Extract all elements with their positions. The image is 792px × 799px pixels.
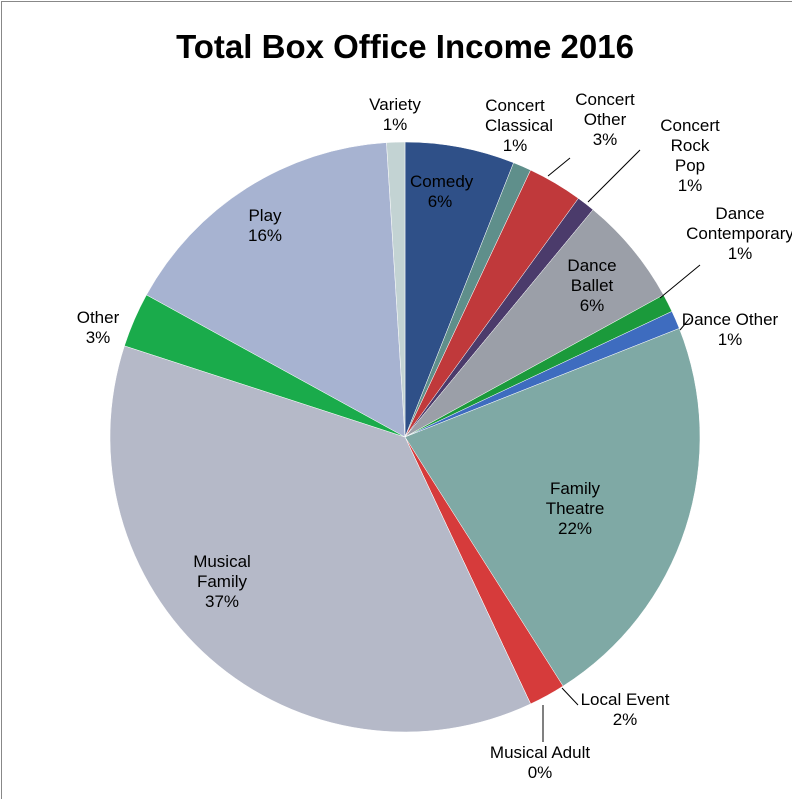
slice-label: Local Event 2% xyxy=(581,690,670,730)
slice-label: Other 3% xyxy=(77,308,120,348)
slice-label: Musical Family 37% xyxy=(192,552,252,612)
slice-label: Dance Other 1% xyxy=(682,310,778,350)
category-label: Musical Family xyxy=(193,552,251,591)
value-label: 1% xyxy=(382,115,408,134)
value-label: 6% xyxy=(427,192,453,211)
value-label: 2% xyxy=(612,710,638,729)
leader-line xyxy=(679,317,691,331)
slice-label: Concert Classical 1% xyxy=(485,96,554,156)
slice-label: Dance Ballet 6% xyxy=(562,256,622,316)
category-label: Dance Ballet xyxy=(567,256,617,295)
leader-line xyxy=(587,149,641,203)
value-label: 1% xyxy=(677,176,703,195)
category-label: Play xyxy=(248,206,282,225)
slice-label: Variety 1% xyxy=(369,95,421,135)
category-label: Concert Rock Pop xyxy=(660,116,720,175)
value-label: 3% xyxy=(85,328,111,347)
category-label: Family Theatre xyxy=(545,479,605,518)
value-label: 3% xyxy=(592,130,618,149)
value-label: 1% xyxy=(502,136,528,155)
value-label: 1% xyxy=(727,244,753,263)
slice-label: Musical Adult 0% xyxy=(490,743,590,783)
category-label: Concert Classical xyxy=(485,96,554,135)
slice-label: Dance Contemporary 1% xyxy=(675,204,792,264)
value-label: 37% xyxy=(204,592,240,611)
slice-label: Comedy 6% xyxy=(410,172,474,212)
value-label: 16% xyxy=(247,226,283,245)
category-label: Variety xyxy=(369,95,421,114)
category-label: Dance Other xyxy=(681,310,779,329)
category-label: Comedy xyxy=(410,172,474,191)
value-label: 1% xyxy=(717,330,743,349)
category-label: Musical Adult xyxy=(489,743,591,762)
slice-label: Concert Rock Pop 1% xyxy=(660,116,720,196)
slice-label: Family Theatre 22% xyxy=(545,479,605,539)
pie-slice xyxy=(386,141,406,438)
category-label: Concert Other xyxy=(575,90,635,129)
chart-title: Total Box Office Income 2016 xyxy=(176,28,634,65)
category-label: Local Event xyxy=(580,690,670,709)
category-label: Other xyxy=(76,308,120,327)
value-label: 22% xyxy=(557,519,593,538)
leader-line xyxy=(561,687,579,706)
leader-line xyxy=(659,264,701,299)
pie-slice xyxy=(404,328,701,687)
leader-line xyxy=(547,157,571,177)
slice-label: Play 16% xyxy=(235,206,295,246)
value-label: 6% xyxy=(579,296,605,315)
category-label: Dance Contemporary xyxy=(686,204,792,243)
value-label: 0% xyxy=(527,763,553,782)
slice-label: Concert Other 3% xyxy=(575,90,635,150)
pie-slice xyxy=(109,345,531,733)
pie-slice xyxy=(146,142,406,438)
